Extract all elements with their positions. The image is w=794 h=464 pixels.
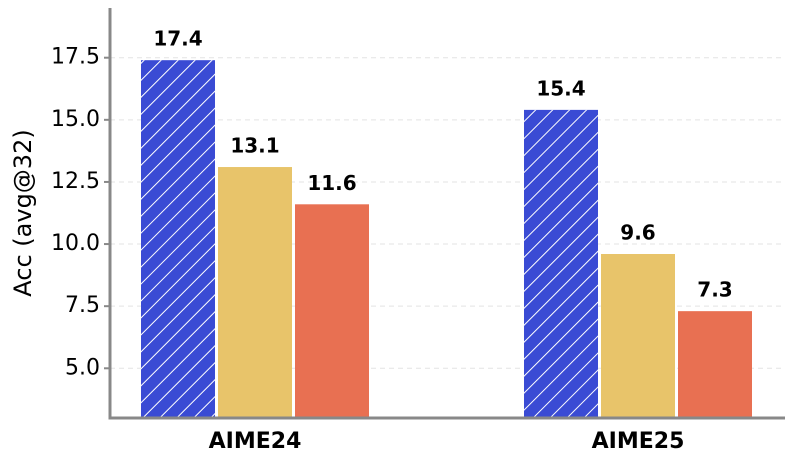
y-tick-label: 17.5	[51, 45, 100, 70]
value-label: 11.6	[307, 171, 356, 195]
bar	[601, 254, 675, 418]
y-tick-label: 10.0	[51, 231, 100, 256]
value-label: 13.1	[230, 134, 279, 158]
bar-hatch	[524, 109, 598, 418]
y-tick-label: 7.5	[65, 293, 100, 318]
y-tick-label: 12.5	[51, 169, 100, 194]
value-label: 7.3	[697, 278, 732, 302]
bar	[678, 311, 752, 418]
bar	[218, 167, 292, 418]
x-tick-label: AIME25	[592, 429, 685, 454]
value-label: 15.4	[536, 76, 585, 100]
bar	[295, 204, 369, 418]
value-label: 9.6	[620, 221, 655, 245]
y-axis-label: Acc (avg@32)	[9, 129, 37, 296]
x-tick-label: AIME24	[209, 429, 302, 454]
bar-hatch	[141, 60, 215, 418]
y-tick-label: 5.0	[65, 355, 100, 380]
y-tick-label: 15.0	[51, 107, 100, 132]
value-label: 17.4	[153, 27, 202, 51]
